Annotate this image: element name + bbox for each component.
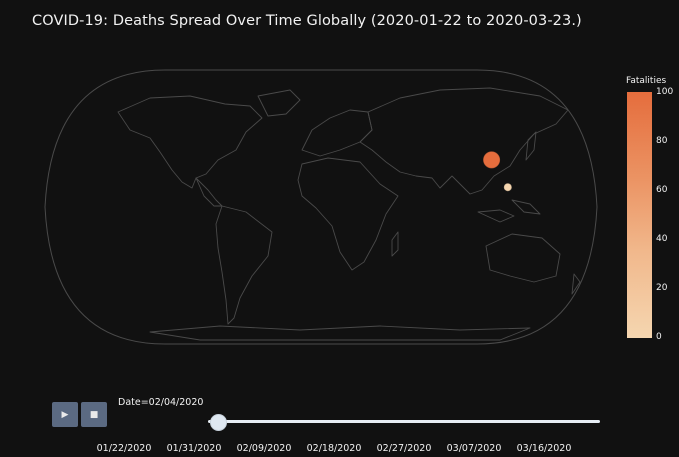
colorbar-title: Fatalities [626,76,667,86]
slider-tick: 03/07/2020 [446,443,502,454]
slider-track[interactable] [208,420,600,423]
play-button[interactable]: ▶ [52,402,78,427]
continent-outlines [117,87,581,341]
marker-layer[interactable] [483,151,512,192]
colorbar-tick-100: 100 [656,87,674,97]
slider-current-value: Date=02/04/2020 [118,397,204,408]
stop-button[interactable]: ■ [81,402,107,427]
slider-handle[interactable] [210,414,227,431]
slider-tick: 03/16/2020 [516,443,572,454]
slider-tick: 01/31/2020 [166,443,222,454]
slider-tick: 02/18/2020 [306,443,362,454]
slider-tick: 02/09/2020 [236,443,292,454]
marker-philippines[interactable] [503,183,512,192]
marker-hubei[interactable] [483,151,501,169]
chart-title: COVID-19: Deaths Spread Over Time Global… [32,13,582,29]
play-icon: ▶ [61,409,69,420]
slider-tick: 02/27/2020 [376,443,432,454]
stop-icon: ■ [89,409,99,420]
colorbar-gradient [627,92,652,338]
colorbar-tick-60: 60 [656,185,668,195]
colorbar-tick-20: 20 [656,283,668,293]
colorbar-tick-40: 40 [656,234,668,244]
slider-tick: 01/22/2020 [96,443,152,454]
map-frame [44,69,598,345]
colorbar-tick-0: 0 [656,332,662,342]
colorbar-tick-80: 80 [656,136,668,146]
